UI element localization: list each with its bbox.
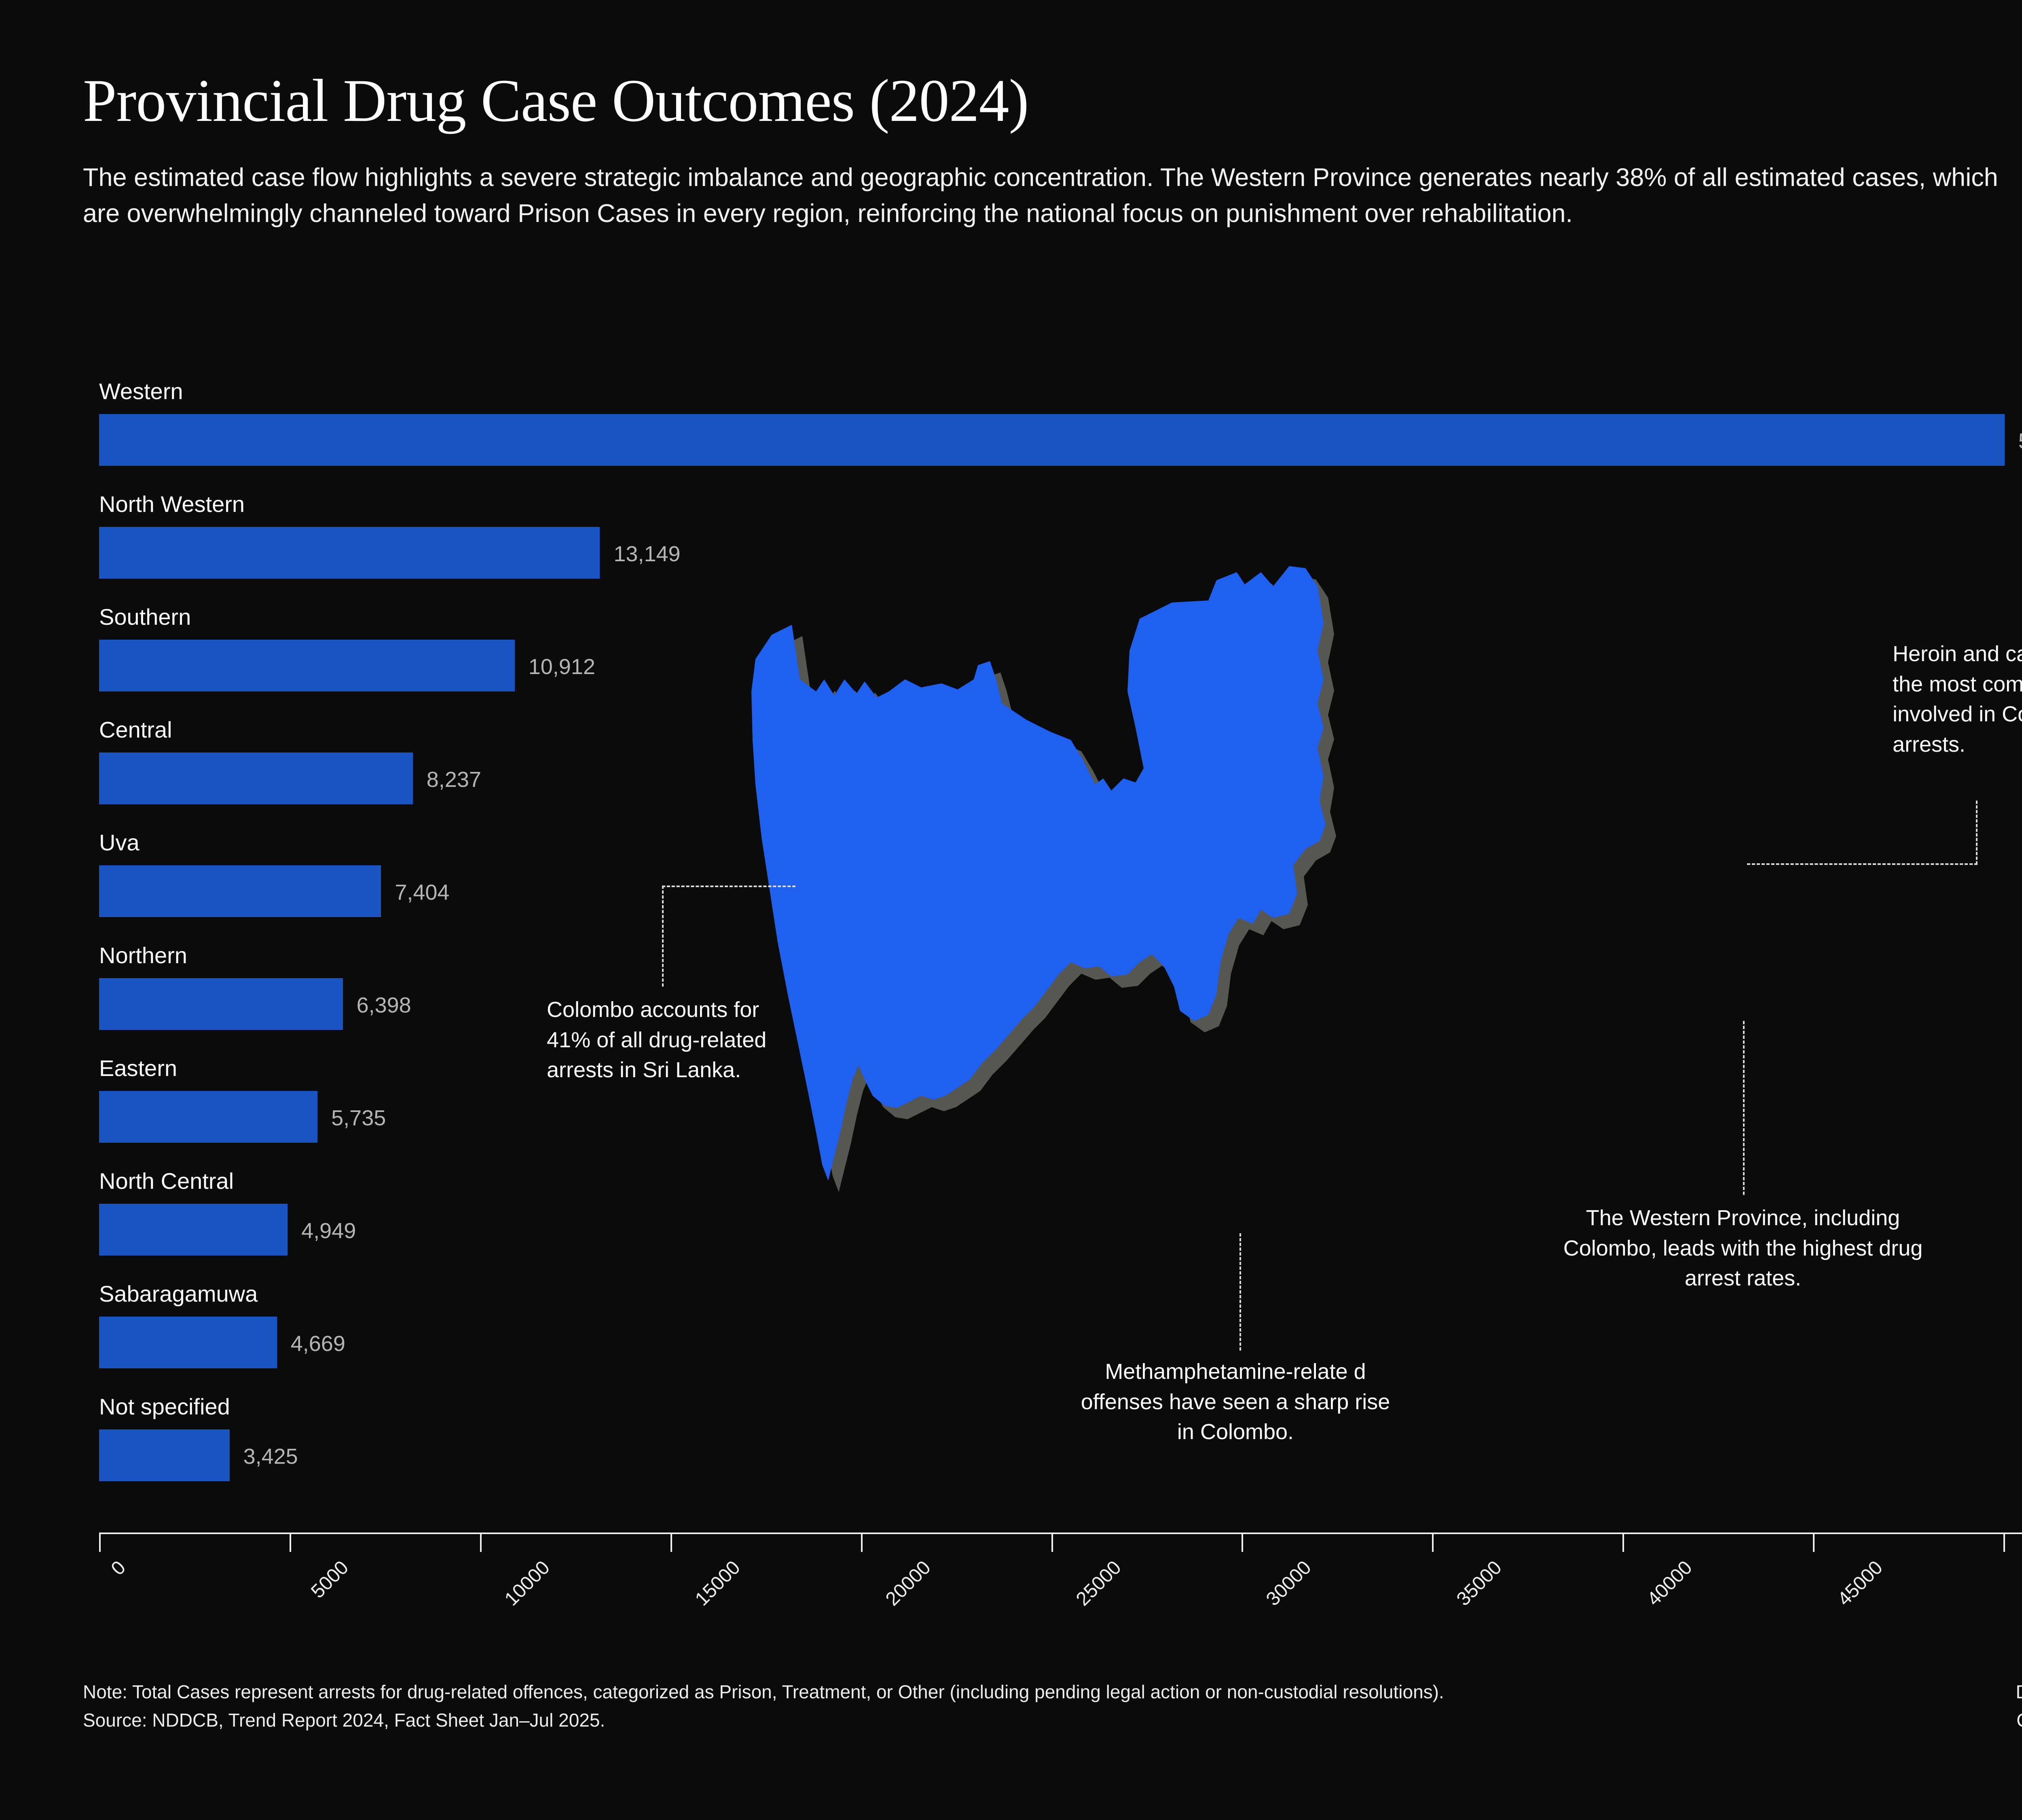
bar-row: Central 8,237 (99, 719, 2022, 804)
bar-value-label: 10,912 (528, 655, 595, 679)
x-axis-tick (1051, 1533, 1053, 1552)
bar-track (99, 527, 2022, 579)
x-axis-tick (1432, 1533, 1434, 1552)
bar-value-label: 7,404 (395, 880, 450, 905)
x-axis-tick (289, 1533, 291, 1552)
bar-track (99, 978, 2022, 1030)
credit-author: Chatura Dissanayake (2016, 1706, 2022, 1735)
bar-fill[interactable] (99, 414, 2005, 466)
leader-heroin-vertical (1976, 801, 1978, 865)
x-axis: 0 5000 10000 15000 20000 25000 30000 35000 40000… (99, 1533, 2022, 1610)
bar-fill[interactable] (99, 1091, 318, 1143)
bar-category-label: Western (99, 378, 183, 404)
bar-fill[interactable] (99, 640, 515, 691)
leader-colombo-vertical (662, 886, 664, 987)
bar-value-label: 13,149 (613, 542, 681, 566)
bar-track (99, 414, 2022, 466)
footer-credit: Data Visualisation by: Chatura Dissanaya… (2016, 1678, 2022, 1735)
x-axis-tick (99, 1533, 101, 1552)
sri-lanka-map (716, 558, 1832, 1351)
bar-value-label: 4,669 (290, 1332, 345, 1356)
leader-western-vertical (1743, 1021, 1745, 1195)
header: Provincial Drug Case Outcomes (2024) The… (83, 69, 2022, 232)
bar-row: Uva 7,404 (99, 831, 2022, 917)
annotation-western-province-lead: The Western Province, including Colombo,… (1563, 1206, 1923, 1291)
x-axis-tick (1622, 1533, 1624, 1552)
bar-row: Not specified 3,425 (99, 1395, 2022, 1481)
annotation-heroin-cannabis: Heroin and cannabis are the most common … (1893, 642, 2022, 757)
footer-note: Note: Total Cases represent arrests for … (83, 1678, 1444, 1735)
bar-row: North Western 13,149 (99, 493, 2022, 579)
bar-row: Northern 6,398 (99, 944, 2022, 1030)
bar-category-label: Northern (99, 943, 187, 968)
x-axis-tick (861, 1533, 863, 1552)
bar-fill[interactable] (99, 527, 600, 579)
bar-fill[interactable] (99, 1317, 277, 1368)
bar-row: Southern 10,912 (99, 606, 2022, 691)
bar-value-label: 6,398 (356, 993, 411, 1017)
bar-track (99, 865, 2022, 917)
credit-label: Data Visualisation by: (2016, 1678, 2022, 1706)
bar-category-label: Eastern (99, 1055, 177, 1081)
x-axis-tick (2003, 1533, 2005, 1552)
bar-row: Western 50,030 (99, 380, 2022, 466)
bar-category-label: Central (99, 717, 172, 742)
bar-value-label: 3,425 (243, 1444, 298, 1469)
x-axis-tick (480, 1533, 482, 1552)
page-title: Provincial Drug Case Outcomes (2024) (83, 67, 1029, 134)
bar-fill[interactable] (99, 865, 381, 917)
bar-category-label: North Western (99, 491, 245, 517)
bar-fill[interactable] (99, 1429, 230, 1481)
bar-fill[interactable] (99, 1204, 288, 1256)
bar-row: North Central 4,949 (99, 1170, 2022, 1256)
bar-value-label: 5,735 (331, 1106, 386, 1130)
leader-meth-vertical (1239, 1233, 1241, 1351)
footer-source-line: Source: NDDCB, Trend Report 2024, Fact S… (83, 1709, 605, 1731)
bar-value-label: 50,030 (2018, 430, 2022, 452)
bar-category-label: North Central (99, 1168, 234, 1194)
footer-note-line: Note: Total Cases represent arrests for … (83, 1681, 1444, 1702)
bar-category-label: Uva (99, 830, 140, 855)
bar-track (99, 1204, 2022, 1256)
annotation-methamphetamine-rise: Methamphetamine-relate d offenses have s… (1081, 1359, 1390, 1444)
map-landmass (751, 566, 1326, 1181)
bar-track (99, 753, 2022, 804)
leader-colombo-horizontal (662, 886, 795, 887)
bar-fill[interactable] (99, 978, 343, 1030)
bar-chart: Western 50,030 North Western 13,149 Southern… (0, 380, 2022, 1593)
bar-value-label: 4,949 (301, 1219, 356, 1243)
page-subtitle: The estimated case flow highlights a sev… (83, 163, 1998, 228)
x-axis-tick (670, 1533, 672, 1552)
bar-row: Eastern 5,735 (99, 1057, 2022, 1143)
annotation-colombo-arrests: Colombo accounts for 41% of all drug-rel… (547, 998, 767, 1082)
bar-fill[interactable] (99, 753, 413, 804)
bar-track (99, 1091, 2022, 1143)
bar-track (99, 1429, 2022, 1481)
x-axis-tick (1242, 1533, 1244, 1552)
bar-category-label: Not specified (99, 1394, 230, 1419)
bar-track (99, 1317, 2022, 1368)
bar-value-label: 8,237 (426, 767, 481, 792)
x-axis-tick (1813, 1533, 1815, 1552)
bar-category-label: Sabaragamuwa (99, 1281, 258, 1306)
bar-row: Sabaragamuwa 4,669 (99, 1283, 2022, 1368)
bar-track (99, 640, 2022, 691)
bar-category-label: Southern (99, 604, 191, 630)
leader-heroin-horizontal (1747, 863, 1978, 865)
